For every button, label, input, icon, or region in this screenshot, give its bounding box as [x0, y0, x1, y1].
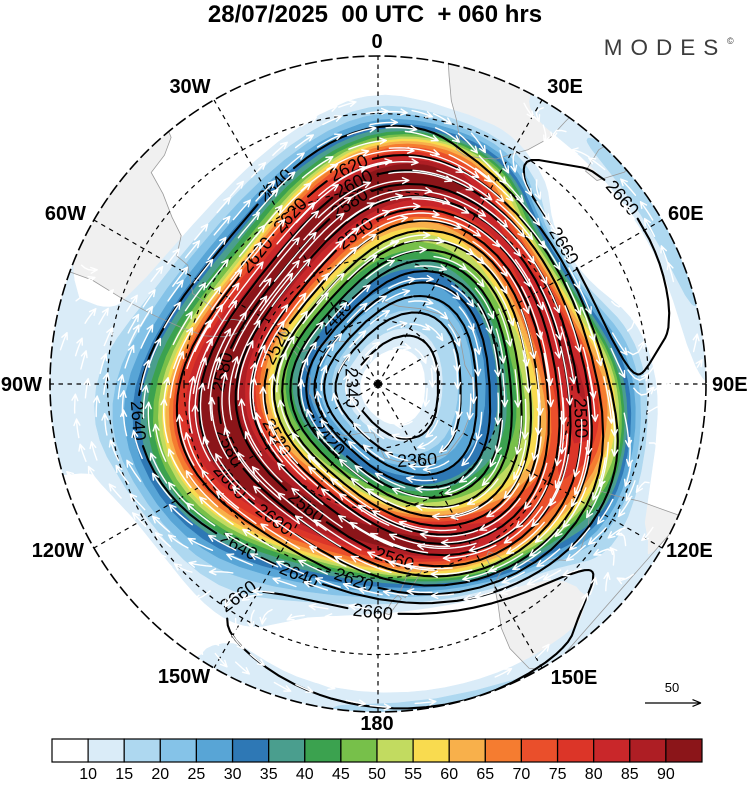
svg-text:150W: 150W [158, 666, 210, 688]
svg-text:55: 55 [404, 766, 422, 782]
svg-text:120W: 120W [32, 540, 84, 562]
svg-text:©: © [727, 36, 734, 46]
svg-text:28/07/2025 00 UTC + 060 hrs: 28/07/2025 00 UTC + 060 hrs [208, 1, 542, 28]
svg-text:60E: 60E [668, 203, 704, 225]
svg-text:MODES: MODES [604, 35, 727, 60]
svg-text:70: 70 [513, 766, 531, 782]
svg-text:60W: 60W [45, 203, 86, 225]
svg-text:85: 85 [621, 766, 639, 782]
svg-text:30: 30 [224, 766, 242, 782]
svg-text:90W: 90W [1, 374, 42, 396]
svg-text:2660: 2660 [352, 600, 394, 624]
svg-text:120E: 120E [666, 540, 713, 562]
svg-text:30E: 30E [547, 76, 583, 98]
svg-text:90E: 90E [712, 374, 748, 396]
svg-text:75: 75 [549, 766, 567, 782]
svg-text:60: 60 [440, 766, 458, 782]
svg-text:45: 45 [332, 766, 350, 782]
svg-text:2580: 2580 [570, 398, 591, 439]
svg-text:80: 80 [585, 766, 603, 782]
svg-text:90: 90 [657, 766, 675, 782]
svg-text:150E: 150E [551, 667, 598, 689]
svg-text:30W: 30W [169, 76, 210, 98]
svg-text:25: 25 [188, 766, 206, 782]
svg-text:35: 35 [260, 766, 278, 782]
svg-text:50: 50 [665, 680, 679, 695]
svg-text:180: 180 [360, 713, 393, 735]
svg-text:65: 65 [476, 766, 494, 782]
svg-text:2340: 2340 [341, 368, 362, 408]
svg-text:10: 10 [79, 766, 97, 782]
svg-text:0: 0 [371, 31, 382, 53]
svg-text:40: 40 [296, 766, 314, 782]
svg-text:15: 15 [115, 766, 133, 782]
svg-text:20: 20 [151, 766, 169, 782]
svg-text:50: 50 [368, 766, 386, 782]
